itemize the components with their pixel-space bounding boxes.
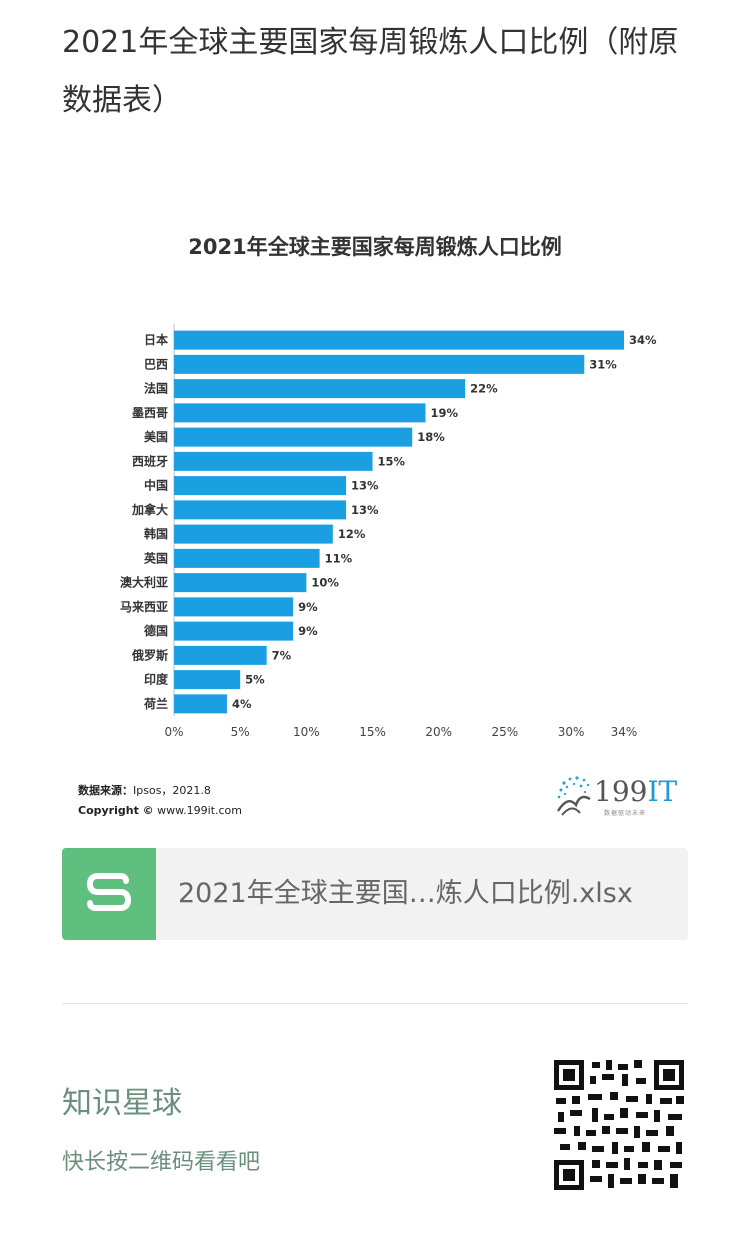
data-label: 10%	[311, 576, 339, 590]
category-label: 西班牙	[132, 453, 168, 468]
data-label: 22%	[470, 382, 498, 396]
bar	[174, 427, 413, 447]
data-label: 13%	[351, 503, 379, 517]
category-label: 荷兰	[143, 696, 168, 711]
post-title: 2021年全球主要国家每周锻炼人口比例（附原数据表）	[62, 25, 679, 118]
category-label: 俄罗斯	[131, 647, 168, 662]
data-label: 31%	[589, 357, 617, 371]
x-tick-label: 0%	[164, 725, 183, 739]
bar	[174, 476, 347, 496]
bar	[174, 645, 267, 665]
category-label: 英国	[144, 550, 168, 565]
data-label: 13%	[351, 479, 379, 493]
data-label: 34%	[629, 333, 657, 347]
bar	[174, 621, 294, 641]
data-label: 11%	[325, 551, 353, 565]
category-label: 巴西	[144, 357, 168, 371]
data-label: 4%	[232, 697, 252, 711]
category-label: 墨西哥	[132, 406, 168, 420]
spreadsheet-icon	[62, 848, 156, 940]
brand-name: 199IT	[594, 775, 678, 808]
bar	[174, 354, 585, 374]
attachment-card[interactable]: 2021年全球主要国…炼人口比例.xlsx	[62, 848, 688, 940]
chart-image: 2021年全球主要国家每周锻炼人口比例 日本 34% 巴西 31% 法国 22% 墨西哥 19…	[62, 195, 688, 835]
x-tick-label: 30%	[558, 725, 585, 739]
data-label: 12%	[338, 527, 366, 541]
promo-subtitle: 快长按二维码看看吧	[62, 1150, 261, 1175]
category-label: 中国	[144, 478, 168, 493]
data-label: 9%	[298, 600, 318, 614]
category-label: 澳大利亚	[120, 575, 168, 590]
x-tick-label: 25%	[492, 725, 519, 739]
category-label: 法国	[144, 381, 168, 396]
category-label: 韩国	[144, 526, 168, 541]
data-label: 5%	[245, 673, 265, 687]
attachment-filename[interactable]: 2021年全球主要国…炼人口比例.xlsx	[178, 878, 633, 909]
source-value: Ipsos，2021.8	[133, 784, 211, 797]
x-tick-label: 20%	[425, 725, 452, 739]
bar-chart: 日本 34% 巴西 31% 法国 22% 墨西哥 19% 美国 18% 西班牙 15% 中国 13% 加拿大…	[120, 324, 657, 739]
x-tick-label: 10%	[293, 725, 320, 739]
promo-title: 知识星球	[62, 1086, 182, 1121]
category-label: 美国	[144, 429, 168, 444]
bar	[174, 330, 624, 350]
divider	[62, 1003, 688, 1004]
category-label: 日本	[144, 332, 168, 347]
bar	[174, 670, 241, 690]
dandelion-icon	[556, 776, 591, 816]
bar	[174, 379, 466, 399]
source-block: 数据来源：Ipsos，2021.8 Copyright © www.199it.…	[78, 781, 242, 821]
bar	[174, 403, 426, 423]
bar	[174, 573, 307, 593]
category-label: 加拿大	[131, 502, 168, 517]
qr-code[interactable]	[552, 1058, 686, 1192]
bar	[174, 548, 320, 568]
source-label: 数据来源：	[78, 784, 133, 797]
bar	[174, 694, 227, 714]
chart-title: 2021年全球主要国家每周锻炼人口比例	[188, 235, 562, 259]
data-label: 15%	[378, 454, 406, 468]
x-tick-label: 5%	[231, 725, 250, 739]
category-label: 印度	[144, 672, 169, 687]
category-label: 马来西亚	[120, 599, 168, 614]
bar	[174, 524, 333, 544]
copyright-label: Copyright ©	[78, 804, 154, 817]
copyright-value: www.199it.com	[157, 804, 243, 817]
x-tick-label: 15%	[359, 725, 386, 739]
category-label: 德国	[144, 623, 168, 638]
data-label: 9%	[298, 624, 318, 638]
x-tick-label: 34%	[611, 725, 638, 739]
brand-logo: 199IT 数据驱动未来	[554, 773, 684, 823]
data-label: 18%	[417, 430, 445, 444]
brand-tagline: 数据驱动未来	[604, 810, 647, 817]
data-label: 7%	[272, 648, 292, 662]
bar	[174, 451, 373, 471]
data-label: 19%	[430, 406, 458, 420]
bar	[174, 500, 347, 520]
bar	[174, 597, 294, 617]
